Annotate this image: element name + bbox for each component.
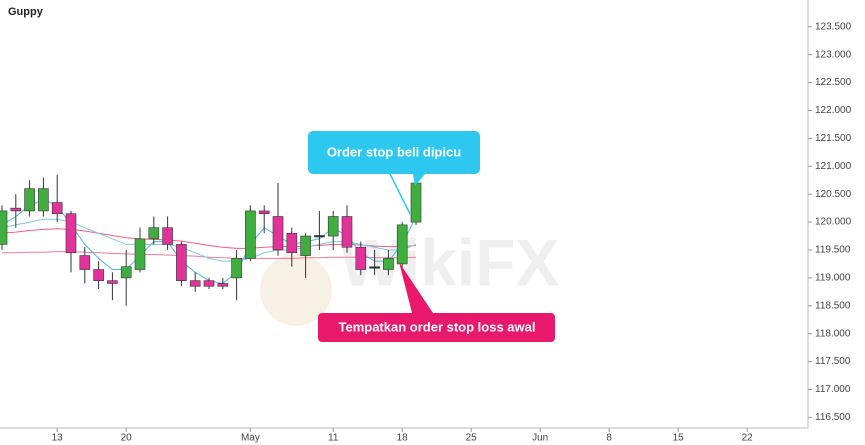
annotation-box bbox=[318, 262, 555, 342]
candle-body bbox=[24, 188, 35, 212]
annotation-text: Order stop beli dipicu bbox=[327, 144, 461, 159]
y-tick-label: 118.000 bbox=[815, 328, 851, 339]
x-tick-label: 11 bbox=[328, 433, 339, 444]
x-tick-label: 18 bbox=[397, 433, 409, 444]
x-tick-label: 20 bbox=[121, 433, 133, 444]
candle-body bbox=[38, 188, 49, 212]
chart-title: Guppy bbox=[8, 6, 44, 18]
candle-body bbox=[203, 280, 215, 287]
x-tick-label: 8 bbox=[606, 433, 612, 444]
candle-body bbox=[369, 266, 380, 269]
y-tick-label: 119.000 bbox=[815, 273, 851, 284]
y-tick-label: 118.500 bbox=[815, 300, 851, 311]
candle-body bbox=[189, 280, 201, 287]
plot-area bbox=[0, 174, 422, 306]
candle-body bbox=[79, 255, 91, 270]
annotation-stop: Tempatkan order stop loss awal bbox=[318, 262, 555, 342]
candle-body bbox=[134, 238, 146, 270]
candle-body bbox=[120, 266, 132, 279]
annotation-buy: Order stop beli dipicu bbox=[308, 131, 480, 215]
watermark: WikiFX bbox=[260, 225, 559, 326]
annotation-text: Tempatkan order stop loss awal bbox=[339, 319, 536, 334]
annotation-box bbox=[308, 131, 480, 186]
candle-body bbox=[300, 235, 311, 256]
candle-body bbox=[258, 210, 270, 215]
y-tick-label: 116.500 bbox=[815, 412, 851, 423]
y-tick-label: 121.500 bbox=[815, 133, 852, 144]
candle-body bbox=[314, 235, 325, 238]
candle-body bbox=[355, 246, 367, 270]
x-tick-label: 22 bbox=[742, 433, 754, 444]
y-tick-label: 122.000 bbox=[815, 105, 852, 116]
y-tick-label: 121.000 bbox=[815, 161, 852, 172]
y-tick-label: 117.500 bbox=[815, 356, 851, 367]
candle-body bbox=[0, 210, 8, 245]
y-tick-label: 123.500 bbox=[815, 21, 852, 32]
candle-body bbox=[231, 258, 242, 279]
candle-body bbox=[217, 283, 229, 287]
candle-body bbox=[245, 210, 256, 259]
x-tick-label: 13 bbox=[52, 433, 64, 444]
candle-body bbox=[286, 232, 298, 254]
candle-body bbox=[162, 227, 173, 245]
candle-body bbox=[410, 182, 422, 223]
x-tick-label: Jun bbox=[532, 433, 548, 444]
candle-body bbox=[176, 244, 187, 281]
candle-body bbox=[93, 269, 104, 281]
y-tick-label: 123.000 bbox=[815, 49, 852, 60]
x-tick-label: 15 bbox=[673, 433, 685, 444]
candle-body bbox=[51, 202, 63, 215]
y-tick-label: 120.500 bbox=[815, 189, 852, 200]
watermark-logo bbox=[260, 254, 332, 326]
candle-body bbox=[396, 224, 408, 265]
y-tick-label: 117.000 bbox=[815, 384, 851, 395]
x-tick-label: 25 bbox=[466, 433, 478, 444]
y-tick-label: 119.500 bbox=[815, 245, 851, 256]
candle-body bbox=[327, 216, 339, 237]
candle-body bbox=[10, 207, 22, 212]
candle-body bbox=[272, 216, 284, 251]
candle-body bbox=[107, 280, 118, 284]
candle-body bbox=[341, 216, 353, 248]
candle-body bbox=[65, 213, 77, 254]
y-tick-label: 122.500 bbox=[815, 77, 852, 88]
watermark-text: WikiFX bbox=[340, 225, 559, 299]
x-tick-label: May bbox=[241, 433, 260, 444]
annotation-pointer bbox=[386, 167, 411, 215]
candle-body bbox=[383, 258, 394, 270]
candle-body bbox=[148, 227, 160, 240]
y-tick-label: 120.000 bbox=[815, 217, 852, 228]
